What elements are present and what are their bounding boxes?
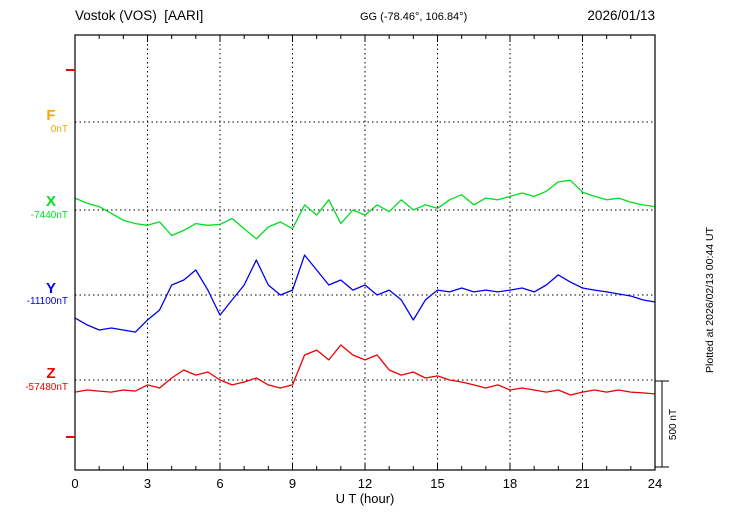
component-baseline-X: -7440nT [30,210,68,221]
geographic-coordinates: GG (-78.46°, 106.84°) [360,11,468,23]
x-tick-label: 12 [358,476,372,491]
x-axis-label: U T (hour) [335,491,395,506]
component-baseline-F: 0nT [50,124,68,135]
component-label-F: F [46,107,56,124]
plotted-at-note: Plotted at 2026/02/13 00:44 UT [704,227,717,373]
component-label-X: X [45,193,56,210]
trace-X [74,179,656,240]
x-tick-label: 3 [144,476,151,491]
x-tick-label: 18 [503,476,517,491]
plotted-at-note-wrap: Plotted at 2026/02/13 00:44 UT [701,110,719,490]
component-label-Z: Z [46,365,56,382]
x-tick-label: 24 [648,476,662,491]
scale-bar-label: 500 nT [668,408,680,440]
component-baseline-Y: -11100nT [26,296,68,307]
x-tick-label: 6 [216,476,223,491]
x-tick-label: 9 [289,476,296,491]
scale-bar-label-wrap: 500 nT [666,382,682,466]
component-baseline-Z: -57480nT [25,382,68,393]
trace-Y [74,254,656,333]
plot-date: 2026/01/13 [587,8,655,23]
component-label-Y: Y [45,280,56,297]
station-title: Vostok (VOS) [AARI] [75,8,204,23]
x-tick-label: 0 [71,476,78,491]
trace-Z [74,344,656,396]
x-tick-label: 15 [430,476,444,491]
x-tick-label: 21 [575,476,589,491]
